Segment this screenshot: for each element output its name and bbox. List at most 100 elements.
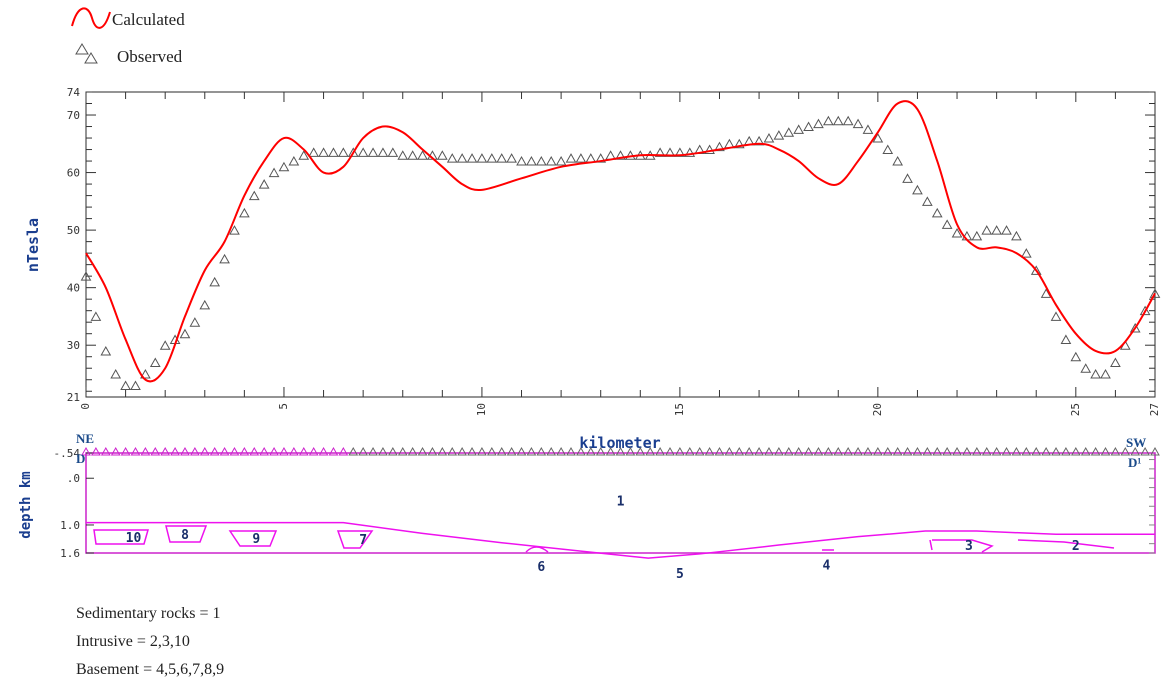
observed-point bbox=[248, 190, 260, 201]
station-marker bbox=[536, 446, 547, 456]
observed-point bbox=[892, 156, 904, 166]
station-marker bbox=[576, 446, 586, 456]
station-marker bbox=[556, 446, 566, 456]
station-marker bbox=[843, 446, 854, 456]
station-marker bbox=[417, 446, 428, 456]
station-marker bbox=[348, 446, 359, 456]
body-outline bbox=[1017, 539, 1115, 549]
observed-point bbox=[595, 153, 607, 163]
observed-point bbox=[258, 179, 270, 189]
station-marker bbox=[1110, 446, 1121, 456]
observed-point bbox=[1100, 368, 1111, 379]
observed-point bbox=[991, 225, 1002, 235]
station-marker bbox=[170, 446, 180, 456]
station-marker bbox=[407, 446, 418, 456]
station-marker bbox=[803, 446, 814, 456]
station-marker bbox=[150, 446, 161, 456]
observed-point bbox=[704, 144, 715, 155]
station-marker bbox=[853, 446, 863, 456]
depth-tick-label: -.54 bbox=[54, 447, 81, 460]
station-marker bbox=[595, 446, 606, 456]
station-marker bbox=[397, 446, 408, 456]
observed-point bbox=[407, 150, 418, 160]
station-marker bbox=[872, 446, 883, 456]
body-label: 5 bbox=[676, 567, 684, 582]
observed-point bbox=[1001, 225, 1012, 235]
station-marker bbox=[160, 446, 171, 456]
station-marker bbox=[190, 446, 200, 456]
observed-point bbox=[397, 150, 409, 160]
observed-point bbox=[1011, 230, 1022, 241]
x-tick-label: 15 bbox=[673, 403, 686, 416]
note-intrusive: Intrusive = 2,3,10 bbox=[76, 633, 190, 650]
depth-tick-label: .0 bbox=[67, 472, 80, 485]
observed-point bbox=[753, 135, 765, 146]
observed-point bbox=[852, 118, 864, 129]
station-marker bbox=[704, 446, 715, 456]
station-marker bbox=[219, 446, 230, 456]
station-marker bbox=[239, 446, 250, 456]
observed-point bbox=[565, 153, 577, 163]
observed-point bbox=[912, 184, 923, 195]
observed-point bbox=[456, 153, 468, 163]
station-marker bbox=[1140, 446, 1150, 456]
station-marker bbox=[714, 446, 725, 456]
station-marker bbox=[1150, 446, 1160, 456]
station-marker bbox=[387, 446, 398, 456]
observed-point bbox=[545, 156, 557, 166]
body-label: 2 bbox=[1072, 539, 1080, 554]
observed-point bbox=[229, 225, 240, 235]
observed-point bbox=[298, 150, 310, 160]
station-marker bbox=[625, 446, 636, 456]
observed-point bbox=[783, 127, 795, 137]
depth-plot-frame bbox=[85, 452, 1156, 554]
body-outline bbox=[228, 530, 278, 547]
station-marker bbox=[615, 446, 626, 456]
observed-point bbox=[159, 340, 171, 350]
observed-point bbox=[268, 167, 280, 178]
depth-section-plot: -.54 .0 1.0 1.6 1 10 8 9 7 6 5 4 3 2 depth km bbox=[18, 446, 1160, 582]
station-marker bbox=[694, 446, 705, 456]
observed-point bbox=[199, 299, 211, 310]
station-marker bbox=[665, 446, 675, 456]
basement-boundary bbox=[86, 521, 1155, 559]
station-marker bbox=[516, 446, 527, 456]
station-marker bbox=[823, 446, 834, 456]
body-outline bbox=[165, 525, 208, 543]
legend-calculated-label: Calculated bbox=[112, 10, 185, 29]
observed-point bbox=[80, 271, 92, 281]
station-marker bbox=[100, 446, 111, 456]
x-tick-label: 5 bbox=[277, 403, 290, 410]
station-marker bbox=[645, 446, 656, 456]
observed-point bbox=[377, 147, 389, 157]
observed-point bbox=[882, 144, 894, 155]
station-marker bbox=[783, 446, 794, 456]
station-marker bbox=[457, 446, 467, 456]
station-marker bbox=[437, 446, 448, 456]
station-marker bbox=[655, 446, 665, 456]
station-marker bbox=[199, 446, 210, 456]
station-marker bbox=[981, 446, 992, 456]
body-outline bbox=[336, 530, 374, 549]
y-tick-label: 60 bbox=[67, 167, 80, 180]
body-label: 4 bbox=[822, 559, 830, 574]
observed-point bbox=[654, 147, 666, 157]
x-tick-label: 0 bbox=[79, 403, 92, 410]
station-marker bbox=[229, 446, 240, 456]
observed-point bbox=[239, 207, 250, 218]
body-label: 3 bbox=[965, 539, 973, 554]
station-marker bbox=[1100, 446, 1111, 456]
station-marker bbox=[744, 446, 755, 456]
station-marker bbox=[1011, 446, 1022, 456]
x-tick-label: 10 bbox=[475, 403, 488, 416]
station-marker bbox=[902, 446, 913, 456]
observed-point bbox=[832, 115, 844, 126]
y-tick-label: 21 bbox=[67, 391, 80, 404]
depth-tick-label: 1.0 bbox=[60, 519, 80, 532]
station-marker bbox=[922, 446, 933, 456]
body-outline bbox=[93, 529, 149, 545]
station-marker bbox=[288, 446, 299, 456]
station-marker bbox=[912, 446, 923, 456]
observed-point bbox=[1020, 248, 1032, 258]
